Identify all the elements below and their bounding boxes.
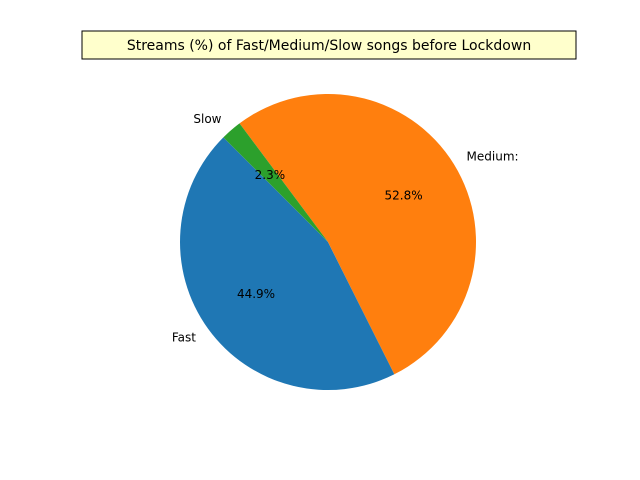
pct-label-fast: 44.9% [237, 287, 275, 301]
chart-title-group: Streams (%) of Fast/Medium/Slow songs be… [81, 30, 577, 60]
chart-title: Streams (%) of Fast/Medium/Slow songs be… [127, 38, 531, 54]
pie-slice-medium [239, 93, 477, 375]
slice-label-fast: Fast [172, 330, 196, 344]
slice-label-slow: Slow [193, 112, 221, 126]
pct-label-slow: 2.3% [255, 168, 286, 182]
slice-label-medium: Medium: [467, 150, 519, 164]
chart-title-box [81, 30, 577, 60]
pie-slice-slow [223, 123, 328, 242]
pct-label-medium: 52.8% [385, 188, 423, 202]
pie-slices [180, 93, 477, 390]
pie-labels: Fast 44.9% Medium: 52.8% Slow 2.3% [172, 112, 519, 344]
pie-slice-fast [180, 137, 395, 390]
